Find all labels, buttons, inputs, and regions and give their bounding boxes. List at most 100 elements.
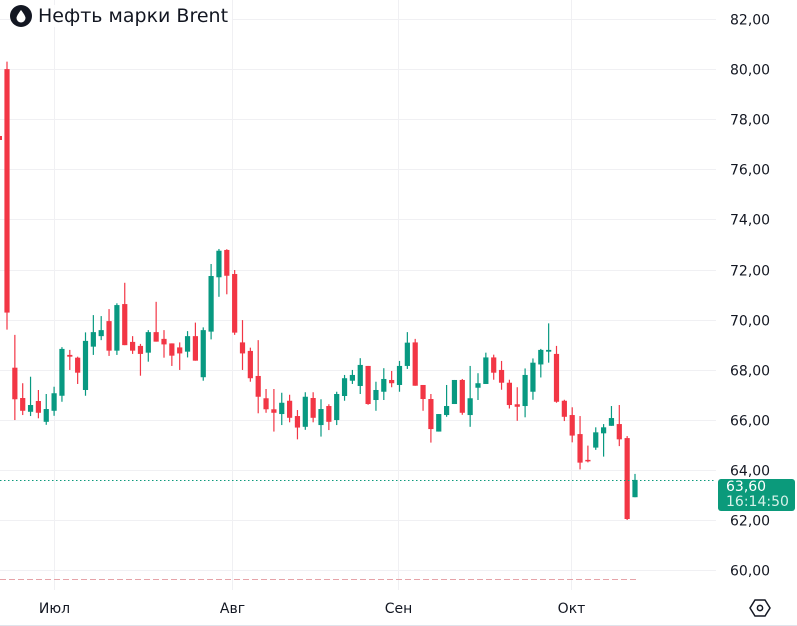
candle-body [491, 357, 497, 373]
candle [451, 379, 458, 405]
x-tick-label: Июл [39, 601, 70, 617]
candle [546, 323, 552, 363]
candle-body [396, 365, 403, 385]
candle [522, 368, 528, 418]
candle [624, 436, 630, 520]
last-price-tag: 63,60 16:14:50 [718, 479, 795, 511]
candle [396, 360, 403, 392]
candle-body [216, 250, 222, 278]
candle [561, 399, 567, 422]
candle-body [247, 350, 253, 379]
candle [271, 388, 277, 432]
candle-body [475, 383, 481, 388]
candle-body [498, 369, 505, 383]
oil-drop-icon [10, 5, 32, 27]
candle [444, 384, 450, 417]
candle-body [271, 409, 277, 413]
candle [216, 248, 222, 297]
candle [169, 343, 175, 366]
candle [318, 399, 324, 437]
hexagon-settings-icon[interactable] [749, 597, 771, 619]
candle-body [20, 398, 26, 411]
candle-body [232, 274, 238, 333]
candle-body [553, 353, 560, 402]
candle-body [137, 345, 144, 354]
candle [20, 383, 26, 416]
candle-body [561, 400, 567, 417]
candle [239, 320, 246, 370]
candle [255, 340, 261, 414]
candle [538, 348, 544, 378]
candle-body [444, 406, 450, 416]
candle [263, 388, 269, 413]
candle-body [389, 379, 395, 384]
candle-body [90, 332, 96, 347]
candle-body [161, 338, 167, 345]
candle [98, 316, 104, 341]
candle [224, 249, 230, 295]
candle-body [51, 393, 57, 411]
last-price-value: 63,60 [726, 479, 767, 495]
candle-body [169, 343, 175, 356]
candle [192, 322, 198, 361]
candle-body [12, 367, 18, 400]
candle-body [263, 398, 269, 410]
candle [506, 379, 512, 409]
candle-body [420, 384, 426, 400]
candle-body [506, 382, 512, 406]
candle-body [145, 332, 151, 353]
candle [467, 365, 473, 427]
candle [436, 414, 442, 432]
candle-body [35, 401, 41, 413]
candle-body [27, 405, 34, 412]
price-axis[interactable]: 60,00 62,00 64,00 66,00 68,00 70,00 72,00 74,00… [730, 13, 770, 580]
candle [475, 373, 481, 401]
y-tick-label: 68,00 [730, 364, 770, 380]
candle [553, 345, 560, 403]
candle-body [341, 378, 348, 397]
candle [341, 374, 348, 401]
candle-body [224, 249, 230, 276]
y-tick-label: 76,00 [730, 163, 770, 179]
candles [0, 61, 638, 520]
candle-body [294, 416, 301, 428]
candle [114, 303, 120, 355]
candle [59, 347, 65, 402]
candle-body [82, 340, 89, 390]
candle [35, 389, 41, 419]
candle-body [310, 398, 316, 418]
candle [294, 410, 301, 440]
candle [404, 332, 410, 369]
candle [130, 336, 136, 354]
candle [153, 301, 159, 342]
candle-body [122, 304, 128, 346]
candle-body [75, 357, 81, 373]
grid [0, 0, 716, 590]
candle [161, 330, 167, 358]
candle [616, 405, 622, 447]
candle [12, 334, 18, 421]
candle [373, 381, 379, 411]
bar-countdown: 16:14:50 [726, 494, 789, 510]
candle-body [616, 424, 622, 440]
candle-body [349, 374, 355, 381]
candle [459, 378, 465, 415]
y-tick-label: 64,00 [730, 464, 770, 480]
candle-body [184, 336, 191, 352]
candle-body [255, 375, 261, 397]
candle-body [632, 479, 638, 498]
candle-body [59, 348, 65, 396]
candle [208, 263, 214, 340]
candle-body [593, 432, 599, 448]
candle [184, 331, 191, 358]
candle-body [177, 347, 183, 354]
candle-body [43, 409, 49, 422]
candle-body [577, 434, 583, 463]
symbol-name: Нефть марки Brent [38, 5, 229, 27]
x-tick-label: Окт [558, 601, 586, 617]
candle-body [153, 332, 159, 342]
time-axis[interactable]: Июл Авг Сен Окт [0, 601, 797, 626]
candle-body [4, 69, 10, 313]
candle [593, 427, 599, 450]
